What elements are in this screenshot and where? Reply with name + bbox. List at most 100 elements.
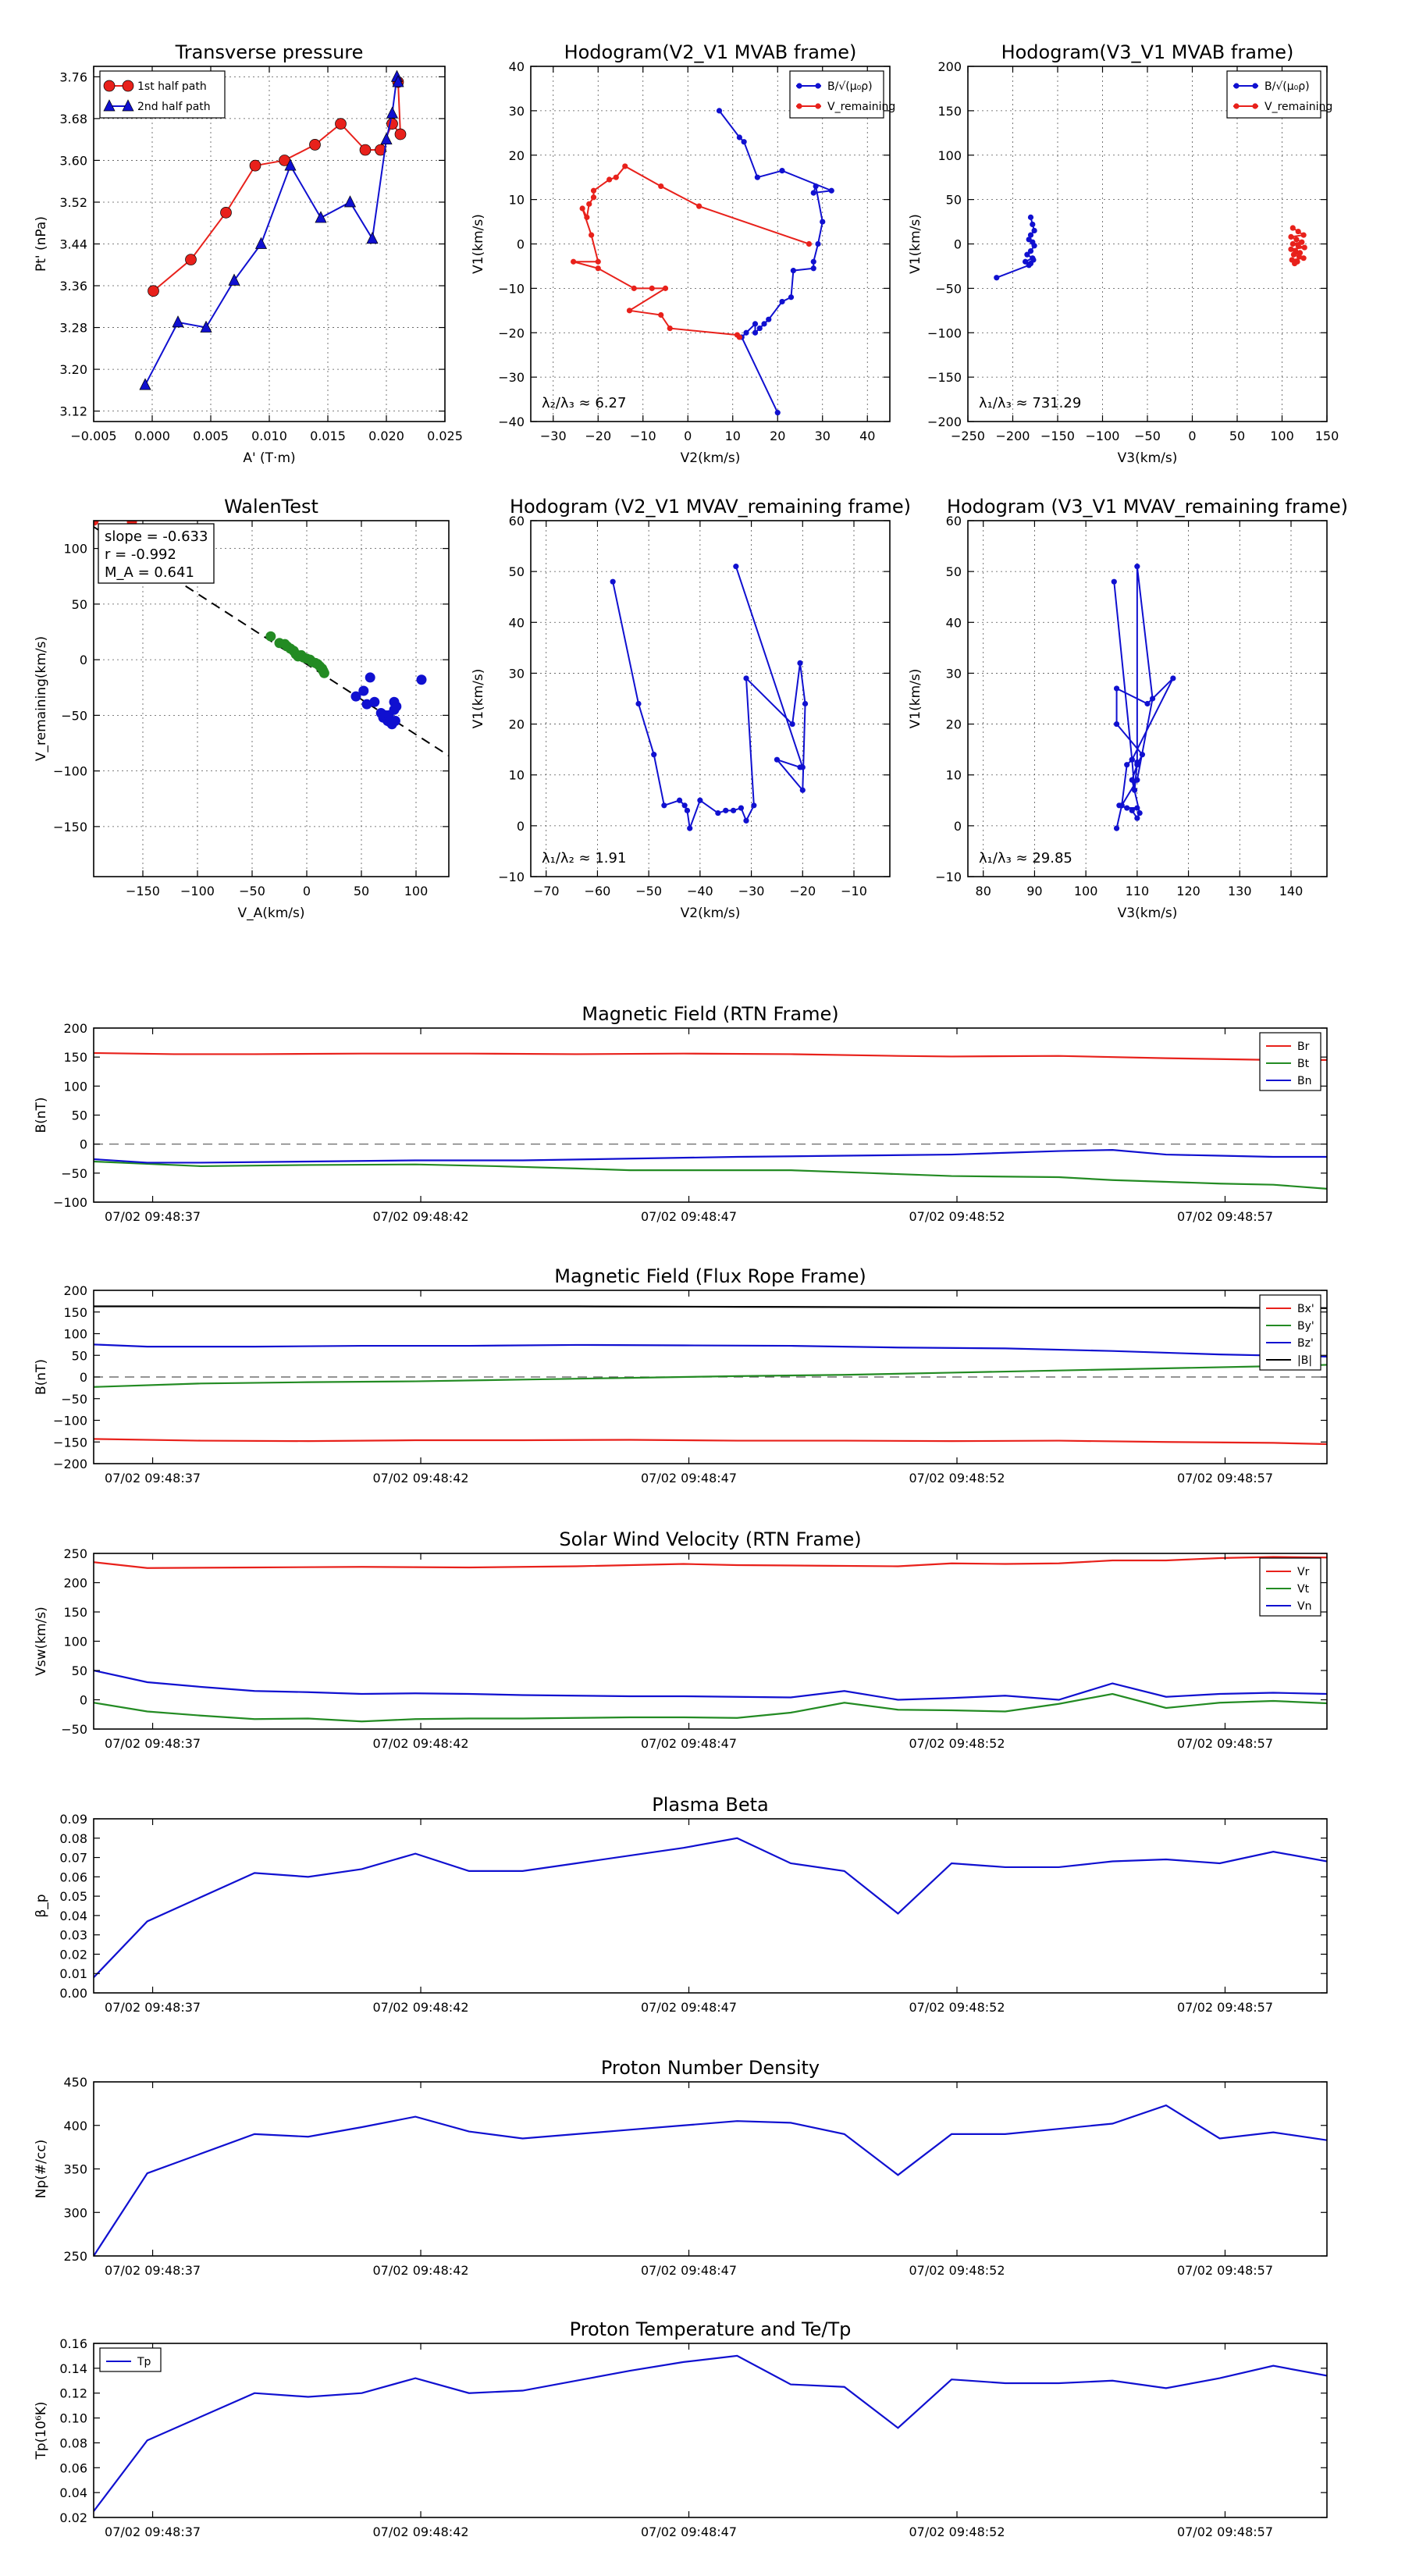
data-point <box>658 183 664 190</box>
x-tick-label: 0 <box>1188 429 1196 443</box>
data-point <box>716 108 723 114</box>
legend-marker <box>103 99 116 112</box>
series-b- <box>716 108 835 416</box>
data-point <box>1300 232 1307 238</box>
series-line <box>94 1160 1327 1190</box>
series-2nd-half-path <box>139 69 404 390</box>
y-tick-label: 3.76 <box>59 69 87 84</box>
data-point <box>1295 243 1301 249</box>
y-tick-label: 60 <box>946 514 962 528</box>
x-tick-label: 150 <box>1315 429 1339 443</box>
legend-marker <box>1233 83 1240 89</box>
data-point <box>810 265 816 272</box>
x-tick-label: 07/02 09:48:37 <box>105 2524 201 2539</box>
series-b <box>1111 564 1176 831</box>
legend-label: Bx' <box>1297 1303 1314 1315</box>
data-point <box>1134 759 1140 766</box>
x-tick-label: 0 <box>303 884 311 898</box>
chart-plasma-beta: 07/02 09:48:37 07/02 09:48:42 07/02 09:48:… <box>34 1794 1328 2015</box>
data-point <box>1119 802 1125 809</box>
data-point <box>1027 214 1034 220</box>
data-point <box>994 275 1000 281</box>
stats-line: r = -0.992 <box>105 546 176 563</box>
data-point <box>1144 700 1151 707</box>
legend-marker <box>815 83 821 89</box>
y-tick-label: −50 <box>61 1722 87 1737</box>
x-tick-label: 07/02 09:48:47 <box>641 1209 737 1224</box>
data-point <box>815 240 821 247</box>
y-tick-label: −200 <box>927 415 962 429</box>
y-tick-label: 0 <box>517 819 525 834</box>
chart-magnetic-field-rtn: 07/02 09:48:37 07/02 09:48:42 07/02 09:48:… <box>34 1003 1328 1224</box>
series-v-remaining <box>1288 225 1307 267</box>
x-tick-label: 07/02 09:48:57 <box>1177 1471 1273 1485</box>
eigenvalue-annotation: λ₁/λ₂ ≈ 1.91 <box>542 850 626 866</box>
series-line <box>94 1364 1327 1388</box>
x-tick-label: −40 <box>687 884 713 898</box>
y-tick-label: 3.60 <box>59 153 87 168</box>
data-point <box>1296 253 1302 260</box>
y-tick-label: 0.03 <box>59 1928 87 1943</box>
x-tick-label: −100 <box>180 884 215 898</box>
data-point <box>774 410 781 416</box>
y-tick-label: 150 <box>63 1605 87 1620</box>
data-point <box>228 273 240 286</box>
y-tick-label: 50 <box>72 1348 87 1363</box>
series-bx- <box>94 1438 1327 1446</box>
x-tick-label: 20 <box>770 429 785 443</box>
x-tick-label: 07/02 09:48:47 <box>641 1736 737 1751</box>
data-point <box>148 285 159 297</box>
x-tick-label: 07/02 09:48:37 <box>105 2000 201 2015</box>
x-axis-label: V3(km/s) <box>1118 450 1178 466</box>
y-tick-label: 60 <box>509 514 525 528</box>
y-tick-label: 3.28 <box>59 321 87 336</box>
y-tick-label: 50 <box>72 1663 87 1678</box>
y-tick-label: −150 <box>927 370 962 385</box>
data-point <box>774 756 781 763</box>
x-axis-label: V_A(km/s) <box>237 906 304 921</box>
y-tick-label: 0.08 <box>59 2435 87 2450</box>
legend-marker <box>103 80 116 92</box>
data-point <box>1170 675 1176 681</box>
series-line <box>94 2104 1327 2256</box>
data-point <box>1299 239 1305 245</box>
y-tick-label: 0.06 <box>59 1870 87 1884</box>
y-tick-label: 0 <box>80 1370 87 1385</box>
data-point <box>380 132 393 145</box>
data-point <box>590 187 597 194</box>
x-tick-label: 07/02 09:48:42 <box>373 1209 469 1224</box>
data-point <box>662 285 669 291</box>
series-bz- <box>94 1343 1327 1358</box>
stats-box <box>98 523 215 584</box>
plot-frame <box>93 2343 1328 2518</box>
data-point <box>1288 233 1294 240</box>
data-point <box>335 118 347 130</box>
legend-box <box>99 70 226 119</box>
y-tick-label: 3.20 <box>59 362 87 377</box>
y-tick-label: 0 <box>954 237 962 252</box>
y-tick-label: 0.04 <box>59 1909 87 1923</box>
data-point <box>389 716 400 726</box>
data-point <box>579 205 585 212</box>
data-point <box>1288 246 1294 252</box>
data-point <box>375 144 386 156</box>
legend-label: Vr <box>1297 1566 1310 1578</box>
x-tick-label: −150 <box>1040 429 1075 443</box>
x-tick-label: −10 <box>630 429 656 443</box>
data-point <box>595 265 601 272</box>
data-point <box>797 660 803 667</box>
chart-title: Transverse pressure <box>175 41 364 63</box>
x-tick-label: 07/02 09:48:57 <box>1177 1209 1273 1224</box>
data-point <box>756 325 763 332</box>
x-tick-label: 0.005 <box>193 429 229 443</box>
legend-box <box>99 2347 162 2372</box>
data-point <box>386 106 399 119</box>
data-point <box>684 807 691 813</box>
x-axis-label: V3(km/s) <box>1118 906 1178 921</box>
x-tick-label: 07/02 09:48:42 <box>373 1471 469 1485</box>
legend: Tp <box>99 2347 162 2372</box>
legend-label: B/√(μ₀ρ) <box>827 80 873 93</box>
y-axis-label: V1(km/s) <box>471 669 486 729</box>
x-tick-label: 90 <box>1026 884 1042 898</box>
data-point <box>172 315 184 328</box>
